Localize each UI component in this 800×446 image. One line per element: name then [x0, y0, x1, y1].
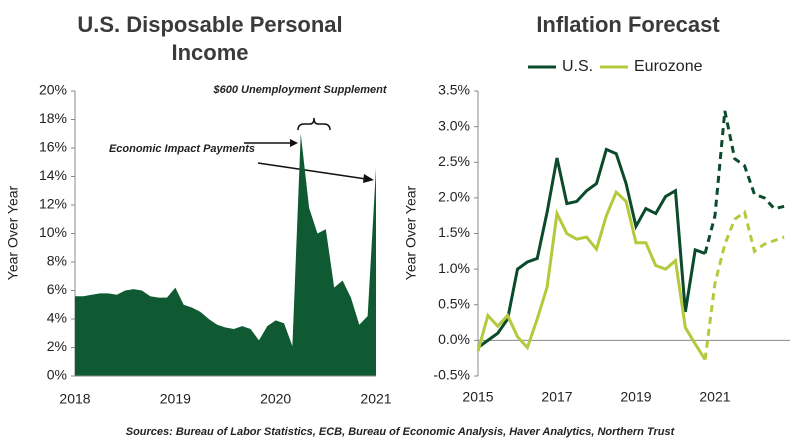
arrow-head [363, 174, 374, 183]
y-axis-label: Year Over Year [403, 185, 419, 280]
y-tick-label: 20% [39, 82, 67, 98]
source-note: Sources: Bureau of Labor Statistics, ECB… [126, 426, 676, 438]
area [75, 133, 376, 376]
y-tick-label: 18% [39, 110, 67, 126]
x-tick-label: 2015 [462, 389, 493, 405]
y-tick-label: 14% [39, 167, 67, 183]
y-axis-label: Year Over Year [5, 185, 21, 280]
x-tick-label: 2017 [541, 389, 572, 405]
x-tick-label: 2018 [59, 391, 90, 407]
arrow-head [290, 139, 298, 147]
y-tick-label: 2% [47, 338, 67, 354]
series-line [703, 209, 785, 360]
y-tick-label: 10% [39, 224, 67, 240]
annotation: Economic Impact Payments [109, 143, 255, 155]
y-tick-label: 2.0% [438, 189, 470, 205]
y-tick-label: 0% [47, 367, 67, 383]
y-tick-label: 16% [39, 139, 67, 155]
legend-label: Eurozone [634, 58, 703, 75]
y-tick-label: 1.5% [438, 224, 470, 240]
y-tick-label: -0.5% [433, 367, 470, 383]
series-line [703, 110, 785, 254]
y-tick-label: 2.5% [438, 153, 470, 169]
y-tick-label: 12% [39, 196, 67, 212]
brace [297, 117, 331, 131]
y-tick-label: 1.0% [438, 260, 470, 276]
x-tick-label: 2019 [620, 389, 651, 405]
x-tick-label: 2021 [360, 391, 391, 407]
legend-label: U.S. [562, 58, 593, 75]
chart-title: U.S. Disposable Personal Income [77, 12, 342, 65]
series-line [476, 189, 707, 361]
y-tick-label: 0.0% [438, 331, 470, 347]
y-tick-label: 4% [47, 310, 67, 326]
x-tick-label: 2021 [699, 389, 730, 405]
y-tick-label: 3.5% [438, 82, 470, 98]
y-tick-label: 3.0% [438, 117, 470, 133]
y-tick-label: 8% [47, 253, 67, 269]
chart-title: Inflation Forecast [536, 12, 720, 37]
x-tick-label: 2020 [260, 391, 291, 407]
x-tick-label: 2019 [160, 391, 191, 407]
y-tick-label: 0.5% [438, 295, 470, 311]
y-tick-label: 6% [47, 281, 67, 297]
series-line [477, 147, 706, 349]
annotation: $600 Unemployment Supplement [213, 84, 388, 96]
arrow [257, 162, 367, 180]
